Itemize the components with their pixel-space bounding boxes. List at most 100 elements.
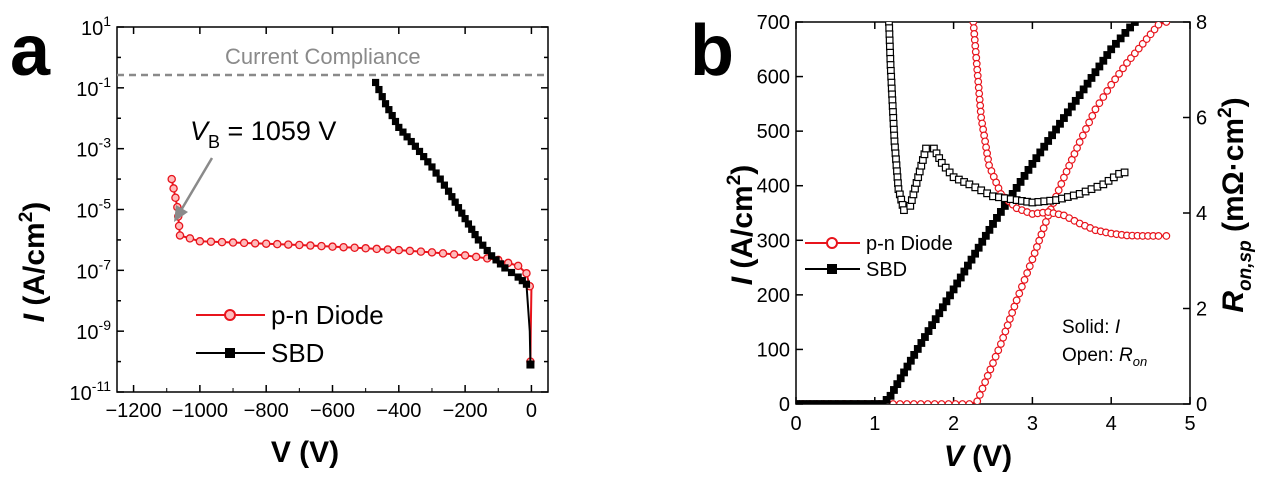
sbd-point xyxy=(1087,74,1096,82)
y-tick-label: 10-1 xyxy=(76,74,111,101)
y-tick-label: 10-5 xyxy=(76,196,111,223)
pn-diode-point xyxy=(471,252,481,262)
sbd-point xyxy=(882,396,891,404)
pn-diode-point xyxy=(951,400,960,404)
sbd-point xyxy=(388,111,396,120)
pn-diode-point xyxy=(449,250,459,259)
sbd-point xyxy=(483,246,491,255)
panel-b-legend: p-n Diode SBD xyxy=(805,233,953,281)
sbd-point xyxy=(1099,56,1108,65)
sbd-point xyxy=(428,163,436,171)
pn-diode-point xyxy=(1010,302,1019,311)
sbd-point xyxy=(996,208,1005,216)
sbd-point xyxy=(1016,177,1025,186)
sbd-point xyxy=(415,147,424,156)
panel-a-legend: p-n Diode SBD xyxy=(196,300,384,368)
sbd-point xyxy=(828,400,837,404)
pn-diode-point xyxy=(438,249,448,258)
pn-diode-point xyxy=(1115,69,1123,78)
pn-diode-point xyxy=(994,346,1003,355)
series-pn-line xyxy=(170,178,533,362)
legend-sbd-marker xyxy=(225,348,235,358)
legend-b-sbd-marker xyxy=(827,264,837,274)
pn-diode-point xyxy=(996,340,1005,348)
pn-diode-point xyxy=(1103,86,1112,95)
sbd-point xyxy=(407,137,415,146)
breakdown-annotation: VB = 1059 V xyxy=(190,116,336,152)
pn-diode-point xyxy=(973,397,982,404)
sbd-point xyxy=(507,268,516,277)
pn-diode-point xyxy=(909,400,918,404)
sbd-point xyxy=(1056,119,1064,128)
sbd-point xyxy=(458,209,466,217)
sbd-point xyxy=(813,400,822,404)
sbd-point xyxy=(448,193,456,201)
sbd-point xyxy=(871,400,880,404)
pn-diode-point xyxy=(171,193,180,203)
y-tick-label: 200 xyxy=(757,285,790,307)
pn-diode-point xyxy=(1003,321,1012,330)
sbd-point xyxy=(479,241,487,249)
pn-diode-point xyxy=(991,352,1000,361)
sbd-point xyxy=(1048,131,1057,140)
x-tick-label: 3 xyxy=(1027,413,1038,435)
pn-diode-point xyxy=(1082,125,1090,133)
pn-diode-point xyxy=(983,371,992,380)
sbd-point xyxy=(1067,102,1076,111)
pn-diode-point xyxy=(1042,218,1050,226)
sbd-point xyxy=(1083,79,1092,88)
sbd-point xyxy=(496,260,505,268)
pn-diode-point xyxy=(250,239,260,248)
series-sbd-I xyxy=(796,22,1139,404)
sbd-point xyxy=(395,123,403,132)
y-tick-label: 0 xyxy=(779,394,790,416)
legend-pn-marker xyxy=(224,309,236,321)
pn-diode-point xyxy=(1054,186,1063,195)
pn-diode-point xyxy=(1015,289,1024,298)
pn-diode-point xyxy=(460,251,470,260)
pn-diode-point xyxy=(195,237,205,246)
x-tick-label: −1000 xyxy=(172,400,228,422)
pn-diode-point xyxy=(405,246,415,256)
y-tick-label: 400 xyxy=(757,176,790,198)
pn-diode-point xyxy=(999,333,1008,342)
pn-diode-point xyxy=(361,244,370,253)
pn-diode-point xyxy=(228,238,238,247)
x-tick-label: −1200 xyxy=(105,400,161,422)
sbd-point xyxy=(385,106,393,114)
sbd-point xyxy=(1060,114,1068,122)
pn-diode-point xyxy=(167,174,176,184)
panel-a-plot: −1200 −1000 −800 −600 −400 −200 0 101 10-1 10-3 10… xyxy=(16,13,549,469)
panel-a-series xyxy=(167,78,535,369)
sbd-point xyxy=(1121,29,1130,37)
series-sbd-R_on xyxy=(885,22,1129,215)
pn-diode-point xyxy=(958,400,967,404)
sbd-point xyxy=(900,206,908,215)
pn-diode-point xyxy=(1162,232,1171,240)
y-tick-label: 10-9 xyxy=(76,317,111,344)
sbd-point xyxy=(372,78,380,87)
pn-diode-point xyxy=(1095,99,1104,108)
sbd-point xyxy=(1020,171,1029,180)
pn-diode-point xyxy=(1005,315,1014,323)
pn-diode-point xyxy=(1078,131,1087,140)
panel-a-ylabel: I (A/cm2) xyxy=(16,202,51,323)
sbd-point xyxy=(1095,62,1104,71)
pn-diode-point xyxy=(989,359,997,367)
pn-diode-point xyxy=(513,261,523,271)
x-tick-label: −400 xyxy=(376,400,421,422)
pn-diode-point xyxy=(339,242,348,252)
sbd-point xyxy=(864,400,873,404)
y-tick-label: 300 xyxy=(757,230,790,252)
pn-diode-point xyxy=(937,400,946,404)
pn-diode-point xyxy=(1020,275,1029,284)
pn-diode-point xyxy=(1088,111,1097,120)
sbd-point xyxy=(922,144,930,153)
pn-diode-point xyxy=(1039,224,1048,233)
sbd-point xyxy=(1040,142,1049,151)
pn-diode-point xyxy=(383,245,393,254)
pn-diode-point xyxy=(1030,249,1039,258)
pn-diode-point xyxy=(896,400,904,404)
pn-diode-point xyxy=(916,400,925,404)
sbd-point xyxy=(468,225,476,233)
